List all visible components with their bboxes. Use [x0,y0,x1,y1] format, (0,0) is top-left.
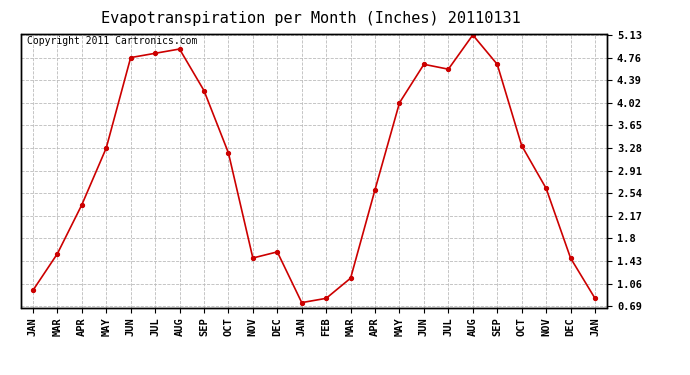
Text: Copyright 2011 Cartronics.com: Copyright 2011 Cartronics.com [26,36,197,46]
Text: Evapotranspiration per Month (Inches) 20110131: Evapotranspiration per Month (Inches) 20… [101,11,520,26]
